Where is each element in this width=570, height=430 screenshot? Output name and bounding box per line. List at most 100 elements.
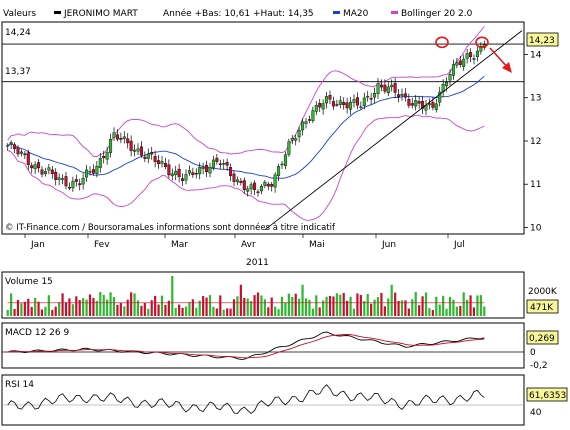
volume-bar [448,296,452,316]
rsi-line [7,384,485,415]
candle-body [129,140,133,151]
candle-body [150,152,154,155]
candlestick [211,155,215,171]
volume-bar [346,300,349,316]
bollinger-upper-line [7,26,485,157]
candlestick [283,151,287,170]
candle-body [225,162,229,166]
candle-body [331,101,335,107]
volume-bar [112,296,116,316]
candlestick [400,88,404,101]
candle-body [458,60,462,65]
volume-bar [394,292,397,316]
candlestick [54,168,58,186]
volume-bar [445,308,448,316]
rsi-title: RSI 14 [5,380,34,390]
volume-bar [483,306,486,316]
candle-body [349,101,353,110]
candlestick [349,96,353,115]
candle-body [335,104,339,106]
candle-body [215,157,219,162]
candle-body [229,167,233,176]
volume-bar [85,299,88,316]
candlestick [239,177,243,186]
volume-bar [30,307,33,316]
candle-body [287,141,291,155]
volume-bar [280,296,284,316]
rsi-tag-text: 61,6353 [529,391,566,401]
candlestick [318,98,322,113]
level-high-label: 14,24 [5,28,31,38]
candle-body [414,100,418,107]
candle-body [253,182,257,190]
candlestick [410,97,414,109]
candle-body [37,162,41,169]
candlestick [342,97,346,110]
candlestick [215,153,219,165]
volume-bar [167,300,170,316]
volume-bar [37,301,40,316]
volume-bar [47,295,50,316]
candlestick [376,78,380,99]
candle-body [369,98,373,100]
month-label: Mai [309,240,325,250]
candle-body [91,169,95,174]
candle-body [431,102,435,108]
volume-bar [222,309,225,316]
candle-body [462,58,466,67]
candle-body [407,99,411,106]
candle-body [301,121,305,131]
volume-bar [267,307,270,316]
candle-body [421,101,425,109]
volume-bar [44,306,47,316]
candlestick [109,133,113,158]
candle-body [383,84,387,92]
candle-body [448,74,452,81]
candlestick [427,98,431,110]
volume-bar [226,308,229,316]
candlestick [150,146,154,160]
candlestick [355,92,359,110]
volume-bar [157,304,160,316]
candle-body [105,152,109,160]
volume-bar [236,296,239,316]
volume-bar [462,292,465,316]
candle-body [13,144,17,150]
candle-body [362,97,366,107]
volume-bar [404,300,407,316]
candle-body [270,184,274,187]
volume-bar [407,308,410,316]
candle-body [211,159,215,168]
candle-body [98,158,102,168]
candlestick [9,140,13,149]
volume-bar [23,301,26,316]
volume-bar [174,307,177,316]
candlestick [455,57,459,69]
volume-bar [10,293,13,316]
price-y-tick: 14 [530,50,542,60]
volume-bar [466,299,469,316]
volume-bar [373,299,376,316]
volume-bar [298,298,301,316]
volume-bar [78,299,81,316]
volume-bar [311,308,314,316]
candle-body [259,186,263,192]
volume-bar [219,295,222,316]
candle-body [400,94,404,96]
volume-bar [294,293,297,316]
candlestick [297,126,301,143]
volume-bar [472,307,476,316]
candlestick [335,99,339,107]
volume-bar [397,300,400,316]
volume-bar [390,284,393,316]
volume-panel: Volume 15 2000K 471K [1,271,559,319]
volume-bar [421,296,424,316]
volume-bar [308,299,311,316]
price-y-tick: 12 [530,137,541,147]
candle-body [222,163,226,165]
range-text: Année +Bas: 10,61 +Haut: 14,35 [163,8,314,19]
candlestick [352,94,356,108]
candle-body [338,100,342,105]
candle-body [242,180,246,191]
candlestick [205,160,209,178]
